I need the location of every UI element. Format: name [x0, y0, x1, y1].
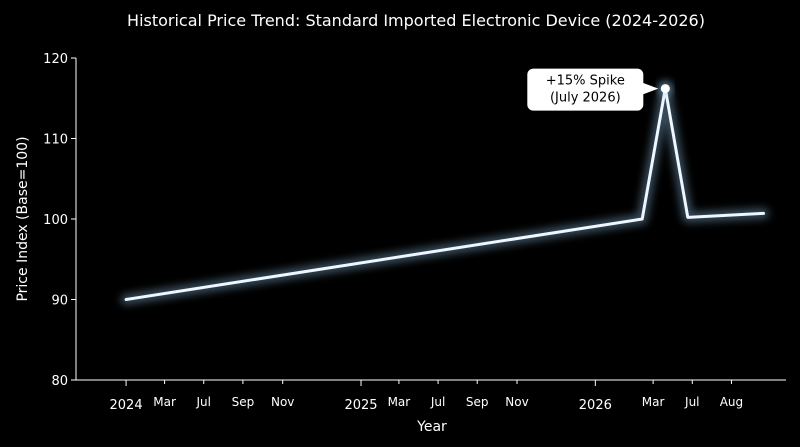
- x-tick-label: 2025: [344, 398, 377, 413]
- chart-title: Historical Price Trend: Standard Importe…: [127, 11, 705, 30]
- annotation-text: +15% Spike: [546, 74, 625, 89]
- x-tick-label: Jul: [684, 395, 699, 409]
- y-tick-label: 80: [51, 374, 68, 389]
- x-tick-label: Jul: [430, 395, 445, 409]
- x-tick-label: Aug: [720, 395, 743, 409]
- y-tick-label: 90: [51, 294, 68, 309]
- y-tick-label: 110: [43, 133, 68, 148]
- annotation-text: (July 2026): [550, 91, 621, 106]
- x-tick-label: Sep: [232, 395, 255, 409]
- x-tick-label: Mar: [153, 395, 176, 409]
- annotation-pointer: [642, 82, 659, 95]
- x-tick-label: Nov: [505, 395, 528, 409]
- x-tick-label: Mar: [642, 395, 665, 409]
- y-axis-label: Price Index (Base=100): [15, 136, 31, 301]
- x-axis: 2024 Mar Jul Sep Nov 2025 Mar Jul Sep Nov 2026 Mar J…: [76, 379, 786, 413]
- x-tick-label: Nov: [271, 395, 294, 409]
- y-tick-label: 100: [43, 213, 68, 228]
- x-tick-label: Sep: [466, 395, 489, 409]
- series-glow: [120, 83, 769, 305]
- x-axis-label: Year: [416, 419, 447, 435]
- spike-annotation: +15% Spike (July 2026): [527, 68, 674, 111]
- x-tick-label: 2026: [579, 398, 612, 413]
- annotation-box: [527, 68, 644, 111]
- spike-marker: [660, 84, 670, 94]
- x-tick-label: Mar: [388, 395, 411, 409]
- series-area: [120, 83, 769, 305]
- x-tick-label: Jul: [196, 395, 211, 409]
- x-tick-label: 2024: [110, 398, 143, 413]
- y-tick-label: 120: [43, 52, 68, 67]
- y-axis: 80 90 100 110 120: [43, 52, 77, 389]
